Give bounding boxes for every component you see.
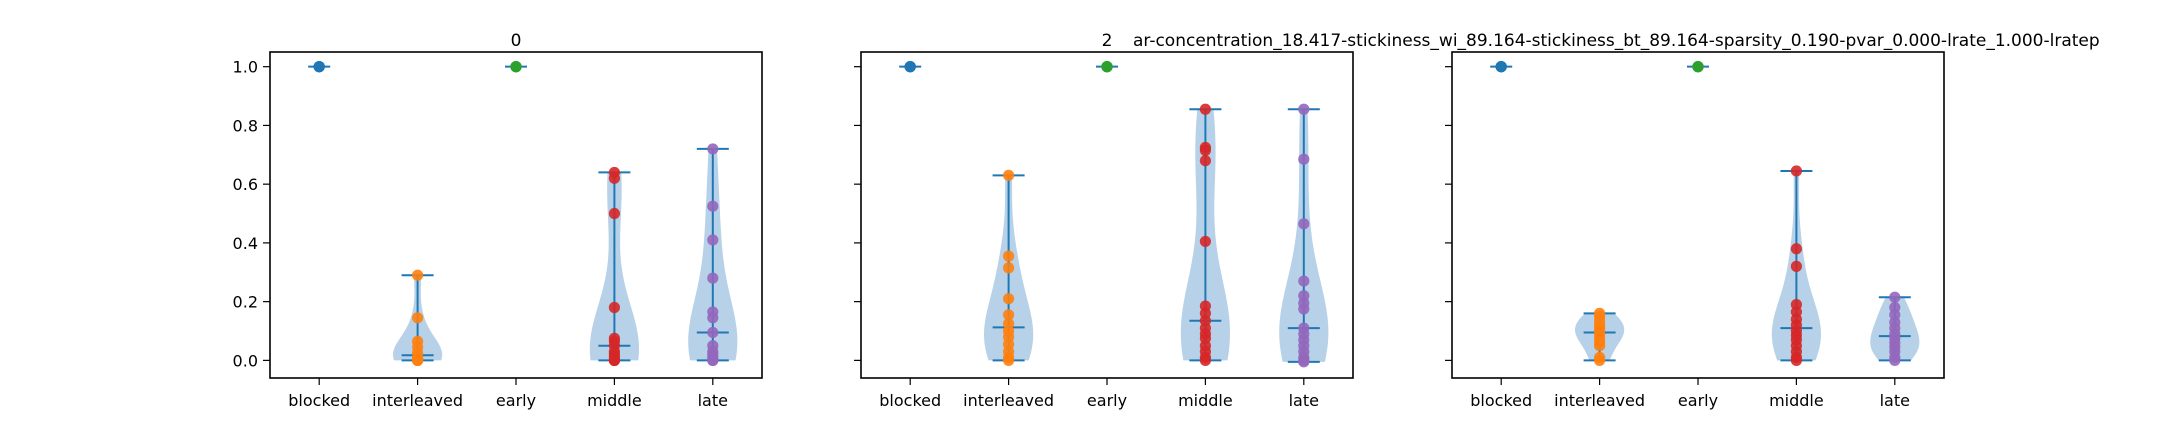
- violin-early: [505, 61, 527, 73]
- data-point-middle: [608, 172, 621, 184]
- x-tick-label-middle: middle: [1769, 391, 1824, 410]
- violin-early: [1096, 61, 1118, 73]
- y-tick-label: 0.6: [233, 175, 258, 194]
- data-point-late: [1298, 303, 1310, 315]
- axes-frame: [269, 51, 763, 379]
- x-tick-label-blocked: blocked: [288, 391, 350, 410]
- x-tick-label-interleaved: interleaved: [372, 391, 463, 410]
- data-point-interleaved: [1003, 293, 1015, 305]
- panel-2: 2 blocked interleaved early middle late: [854, 31, 1354, 410]
- violin-middle: [589, 166, 639, 366]
- figure-suptitle: ar-concentration_18.417-stickiness_wi_89…: [1133, 31, 2100, 51]
- data-point-middle: [608, 301, 621, 314]
- x-tick-label-blocked: blocked: [1470, 391, 1532, 410]
- data-point-late: [707, 200, 719, 212]
- data-point-late: [707, 143, 719, 155]
- data-point-interleaved: [1594, 354, 1606, 366]
- y-tick-label: 0.0: [233, 351, 258, 370]
- data-point-interleaved: [412, 312, 424, 324]
- x-tick-label-middle: middle: [587, 391, 642, 410]
- violin-late: [1870, 291, 1920, 366]
- data-point-middle: [1199, 354, 1211, 366]
- panel-3: blocked interleaved early middle late: [1445, 51, 1945, 410]
- data-point-late: [1298, 356, 1310, 368]
- data-point-early: [1692, 61, 1704, 73]
- data-point-middle: [1199, 235, 1211, 248]
- data-point-interleaved: [412, 269, 424, 281]
- data-point-late: [1298, 218, 1310, 230]
- data-point-late: [1889, 291, 1901, 303]
- y-tick-label: 0.2: [233, 293, 258, 312]
- data-point-interleaved: [1003, 250, 1015, 262]
- data-point-interleaved: [1594, 340, 1606, 352]
- x-tick-label-late: late: [698, 391, 728, 410]
- data-point-late: [707, 312, 719, 324]
- axes-frame: [1451, 51, 1945, 379]
- data-point-late: [1298, 275, 1310, 287]
- data-point-interleaved: [1003, 354, 1015, 366]
- violin-blocked: [308, 61, 331, 73]
- data-point-late: [1298, 153, 1310, 165]
- data-point-interleaved: [1003, 262, 1015, 274]
- data-point-blocked: [313, 61, 325, 73]
- x-tick-label-early: early: [496, 391, 536, 410]
- y-tick-label: 0.4: [233, 234, 258, 253]
- data-point-middle: [1790, 243, 1802, 255]
- data-point-late: [707, 354, 719, 366]
- data-point-interleaved: [1003, 169, 1015, 181]
- panel-title: 2: [1102, 31, 1113, 51]
- violin-interleaved: [393, 269, 443, 366]
- data-point-middle: [1790, 165, 1802, 177]
- data-point-interleaved: [412, 354, 424, 366]
- x-tick-label-late: late: [1880, 391, 1910, 410]
- data-point-middle: [608, 354, 621, 366]
- data-point-late: [707, 272, 719, 284]
- violin-late: [1279, 103, 1329, 368]
- data-point-early: [510, 61, 522, 73]
- x-tick-label-interleaved: interleaved: [963, 391, 1054, 410]
- x-tick-label-late: late: [1289, 391, 1319, 410]
- data-point-blocked: [904, 61, 916, 73]
- data-point-middle: [1199, 155, 1211, 167]
- x-tick-label-early: early: [1678, 391, 1718, 410]
- data-point-blocked: [1495, 61, 1507, 73]
- data-point-late: [1889, 354, 1901, 366]
- axes-frame: [860, 51, 1354, 379]
- data-point-middle: [1790, 354, 1802, 366]
- data-point-late: [1298, 103, 1310, 115]
- data-point-middle: [608, 207, 621, 220]
- data-point-middle: [1199, 103, 1211, 115]
- x-tick-label-blocked: blocked: [879, 391, 941, 410]
- violin-middle: [1180, 103, 1230, 366]
- data-point-interleaved: [1003, 309, 1015, 321]
- data-point-late: [707, 234, 719, 246]
- violin-middle: [1771, 165, 1821, 366]
- x-tick-label-early: early: [1087, 391, 1127, 410]
- data-point-middle: [1199, 144, 1211, 156]
- violin-blocked: [1490, 61, 1513, 73]
- x-tick-label-middle: middle: [1178, 391, 1233, 410]
- data-point-late: [707, 326, 719, 339]
- violin-interleaved: [1575, 307, 1625, 366]
- x-tick-label-interleaved: interleaved: [1554, 391, 1645, 410]
- violin-blocked: [899, 61, 922, 73]
- violin-early: [1687, 61, 1709, 73]
- panel-title: 0: [511, 31, 522, 51]
- panel-1: 0 0.0 0.2 0.4 0.6 0.8 1.0 blocked interleaved ear…: [233, 31, 763, 410]
- data-point-early: [1101, 61, 1113, 73]
- violin-late: [688, 143, 738, 366]
- y-tick-label: 0.8: [233, 116, 258, 135]
- violin-interleaved: [984, 169, 1034, 366]
- data-point-middle: [1790, 260, 1802, 272]
- y-tick-label: 1.0: [233, 58, 258, 77]
